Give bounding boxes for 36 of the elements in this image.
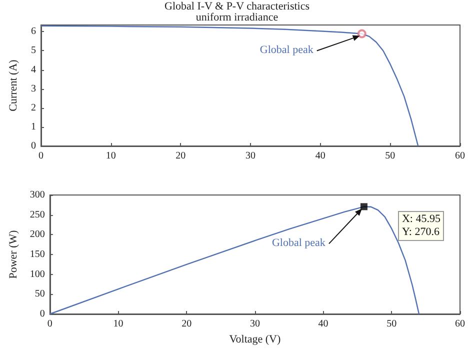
annotation: Global peak [260, 44, 314, 56]
y-tick-label: 300 [30, 190, 45, 200]
y-axis-title: Current (A) [8, 59, 20, 112]
x-tick-label: 0 [47, 318, 52, 330]
y-tick-label: 250 [30, 209, 45, 220]
x-tick-label: 50 [385, 150, 396, 162]
y-tick-label: 3 [31, 83, 36, 94]
x-tick-label: 30 [246, 150, 256, 162]
y-tick-label: 0 [31, 140, 36, 152]
x-tick-label: 40 [318, 318, 328, 330]
y-tick-label: 5 [31, 45, 36, 56]
y-tick-label: 4 [31, 64, 36, 76]
x-tick-label: 20 [176, 150, 186, 162]
x-tick-label: 10 [106, 150, 116, 162]
y-tick-label: 200 [30, 229, 45, 240]
annotation: Global peak [272, 236, 326, 249]
y-tick-label: 150 [30, 249, 45, 260]
y-tick-label: 100 [30, 268, 45, 280]
x-tick-label: 50 [386, 318, 397, 330]
x-tick-label: 20 [182, 318, 192, 330]
x-tick-label: 60 [455, 318, 465, 330]
x-tick-label: 40 [315, 150, 326, 162]
line-series [40, 25, 419, 147]
x-tick-label: 60 [455, 150, 465, 162]
y-tick-label: 6 [31, 26, 36, 38]
x-axis-title: Voltage (V) [229, 334, 281, 346]
chart-subtitle: uniform irradiance [196, 12, 278, 24]
y-axis-title: Power (W) [8, 230, 20, 279]
y-tick-label: 1 [31, 121, 36, 132]
x-tick-label: 30 [250, 318, 260, 330]
y-tick-label: 0 [40, 308, 45, 320]
y-tick-label: 50 [34, 288, 45, 300]
y-tick-label: 2 [31, 102, 36, 114]
annotation: X: 45.95 Y: 270.6 [398, 210, 444, 241]
x-tick-label: 10 [113, 318, 124, 330]
chart-title: Global I-V & P-V characteristics [164, 0, 310, 12]
